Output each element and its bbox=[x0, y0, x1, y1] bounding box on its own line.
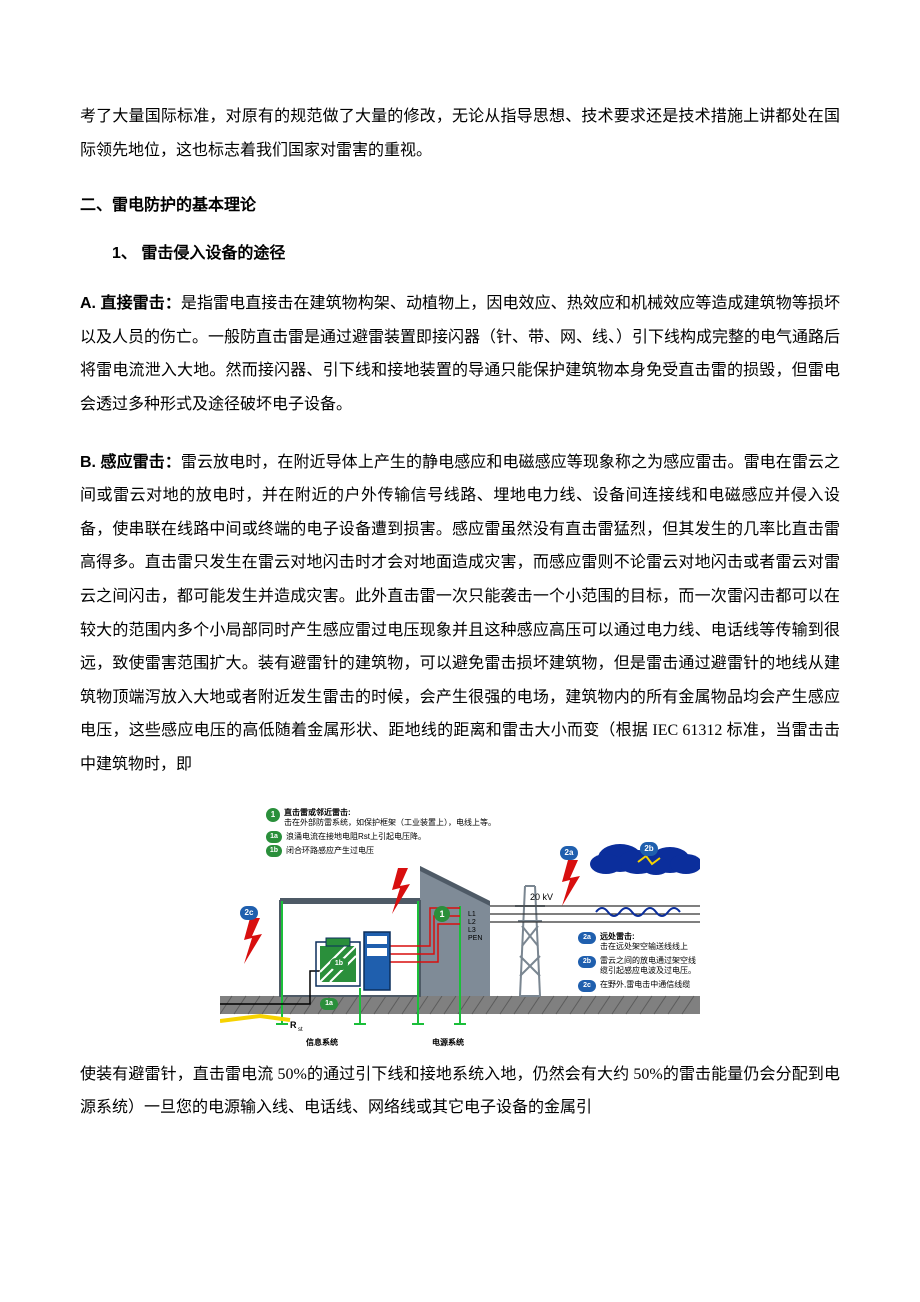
caption-1a: 浪涌电流在接地电阻Rst上引起电压降。 bbox=[286, 832, 426, 842]
badge-1: 1 bbox=[266, 808, 280, 822]
badge-2b-left: 2b bbox=[640, 842, 658, 856]
paragraph-b: B. 感应雷击：雷云放电时，在附近导体上产生的静电感应和电磁感应等现象称之为感应… bbox=[80, 446, 840, 782]
text-a: 是指雷电直接击在建筑物构架、动植物上，因电效应、热效应和机械效应等造成建筑物等损… bbox=[80, 295, 840, 413]
badge-1a: 1a bbox=[266, 831, 282, 843]
caption-2c: 在野外,雷电击中通信线缆 bbox=[600, 980, 690, 992]
caption-2a: 远处雷击: 击在远处架空输送线线上 bbox=[600, 932, 688, 952]
svg-text:L3: L3 bbox=[468, 927, 476, 934]
badge-1b-device: 1b bbox=[330, 958, 348, 970]
caption-1b: 闭合环路感应产生过电压 bbox=[286, 846, 374, 856]
badge-1a-ground: 1a bbox=[320, 998, 338, 1010]
badge-2a-left: 2a bbox=[560, 846, 578, 860]
caption-2b: 雷云之间的放电通过架空线缆引起感应电波及过电压。 bbox=[600, 956, 698, 976]
svg-text:R: R bbox=[290, 1020, 297, 1030]
label-power-sys: 电源系统 bbox=[432, 1038, 464, 1048]
svg-text:L1: L1 bbox=[468, 911, 476, 918]
lightning-diagram: L1 L2 L3 PEN 20 kV R st 1 直击雷或邻近雷击: 击在外部… bbox=[220, 806, 700, 1056]
label-a: A. 直接雷击： bbox=[80, 295, 181, 312]
svg-text:L2: L2 bbox=[468, 919, 476, 926]
caption-1: 直击雷或邻近雷击: 击在外部防雷系统，如保护框架（工业装置上），电线上等。 bbox=[284, 808, 496, 828]
label-info-sys: 信息系统 bbox=[306, 1038, 338, 1048]
intro-paragraph: 考了大量国际标准，对原有的规范做了大量的修改，无论从指导思想、技术要求还是技术措… bbox=[80, 100, 840, 167]
svg-text:PEN: PEN bbox=[468, 935, 482, 942]
trailing-paragraph: 使装有避雷针，直击雷电流 50%的通过引下线和接地系统入地，仍然会有大约 50%… bbox=[80, 1058, 840, 1125]
badge-2c-left: 2c bbox=[240, 906, 258, 920]
section-2-title: 二、雷电防护的基本理论 bbox=[80, 191, 840, 215]
badge-2a-r: 2a bbox=[578, 932, 596, 944]
badge-1-building: 1 bbox=[434, 906, 450, 922]
text-b: 雷云放电时，在附近导体上产生的静电感应和电磁感应等现象称之为感应雷击。雷电在雷云… bbox=[80, 454, 840, 773]
item-1-title: 1、 雷击侵入设备的途径 bbox=[112, 239, 840, 263]
badge-2c-r: 2c bbox=[578, 980, 596, 992]
label-b: B. 感应雷击： bbox=[80, 454, 181, 471]
paragraph-a: A. 直接雷击：是指雷电直接击在建筑物构架、动植物上，因电效应、热效应和机械效应… bbox=[80, 287, 840, 421]
figure-container: L1 L2 L3 PEN 20 kV R st 1 直击雷或邻近雷击: 击在外部… bbox=[80, 806, 840, 1056]
badge-1b: 1b bbox=[266, 845, 282, 857]
svg-text:st: st bbox=[298, 1027, 303, 1033]
badge-2b-r: 2b bbox=[578, 956, 596, 968]
svg-text:20 kV: 20 kV bbox=[530, 892, 553, 902]
